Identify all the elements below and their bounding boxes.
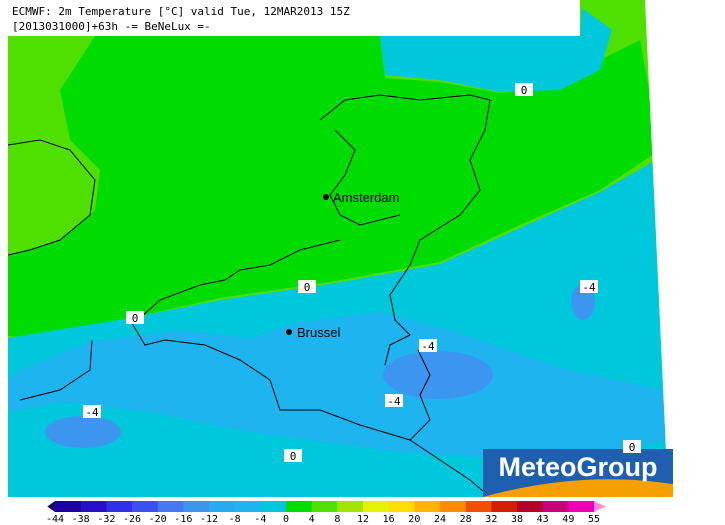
colorbar-tick-label: -26 xyxy=(123,514,141,525)
contour-label: 0 xyxy=(304,281,311,294)
contour-label-box xyxy=(515,83,533,96)
colorbar-tick-label: 28 xyxy=(460,514,472,525)
contour-label: 0 xyxy=(521,84,528,97)
colorbar-tick-label: -32 xyxy=(97,514,115,525)
contour-label-box xyxy=(580,280,598,293)
contour-label: 0 xyxy=(629,441,636,454)
colorbar-tick-label: 8 xyxy=(334,514,340,525)
contour-label: -4 xyxy=(85,406,99,419)
logo: MeteoGroup xyxy=(483,449,673,497)
contour-label: 0 xyxy=(132,312,139,325)
colorbar-segment xyxy=(311,501,338,512)
colorbar-segment xyxy=(234,501,261,512)
city-dot xyxy=(286,329,292,335)
city-label: Brussel xyxy=(297,325,340,340)
header-line: [2013031000]+63h -= BeNeLux =- xyxy=(12,20,211,33)
colorbar-segment xyxy=(363,501,390,512)
city-label: Amsterdam xyxy=(333,190,399,205)
colorbar-segment xyxy=(542,501,569,512)
colorbar-segment xyxy=(414,501,441,512)
contour-label-box xyxy=(83,405,101,418)
contour-label-box xyxy=(298,280,316,293)
colorbar-tick-label: 4 xyxy=(309,514,315,525)
colorbar-tick-label: 43 xyxy=(537,514,549,525)
colorbar-tick-label: 32 xyxy=(485,514,497,525)
colorbar-tick-label: 24 xyxy=(434,514,446,525)
contour-label-box xyxy=(385,394,403,407)
colorbar-tick-label: 55 xyxy=(588,514,600,525)
colorbar-segment xyxy=(132,501,159,512)
colorbar-tick-label: 16 xyxy=(383,514,395,525)
colorbar-segment xyxy=(183,501,210,512)
colorbar-segment xyxy=(157,501,184,512)
colorbar-segment xyxy=(491,501,518,512)
colorbar-segment xyxy=(209,501,236,512)
contour-label-box xyxy=(419,339,437,352)
colorbar-tick-label: -4 xyxy=(254,514,266,525)
colorbar-segment xyxy=(260,501,287,512)
colorbar-segment xyxy=(286,501,313,512)
header-box xyxy=(8,0,580,36)
colorbar-segment xyxy=(517,501,544,512)
contour-label-box xyxy=(623,440,641,453)
colorbar-arrow xyxy=(594,501,606,512)
colorbar-tick-label: 49 xyxy=(562,514,574,525)
colorbar-tick-label: -8 xyxy=(229,514,241,525)
logo-text: MeteoGroup xyxy=(499,452,658,482)
colorbar-tick-label: -16 xyxy=(174,514,192,525)
borders xyxy=(7,94,491,498)
colorbar-tick-label: -20 xyxy=(149,514,167,525)
contour-label: 0 xyxy=(290,450,297,463)
contour-label: -4 xyxy=(421,340,435,353)
contour-label: -4 xyxy=(387,395,401,408)
colorbar-tick-label: -12 xyxy=(200,514,218,525)
contour-label-box xyxy=(284,449,302,462)
colorbar-segment xyxy=(337,501,364,512)
colorbar-tick-label: 0 xyxy=(283,514,289,525)
colorbar-segment xyxy=(440,501,467,512)
colorbar-arrow xyxy=(47,501,55,512)
colorbar-tick-label: 38 xyxy=(511,514,523,525)
colorbar-segment xyxy=(465,501,492,512)
city-dot xyxy=(323,194,329,200)
colorbar-segment xyxy=(388,501,415,512)
contour-label: -4 xyxy=(582,281,596,294)
colorbar-segment xyxy=(568,501,595,512)
colorbar-tick-label: -44 xyxy=(46,514,64,525)
colorbar-tick-label: 20 xyxy=(408,514,420,525)
colorbar-segment xyxy=(55,501,82,512)
colorbar-segment xyxy=(80,501,107,512)
colorbar-tick-label: 12 xyxy=(357,514,369,525)
contour-label-box xyxy=(126,311,144,324)
header-line: ECMWF: 2m Temperature [°C] valid Tue, 12… xyxy=(12,5,350,18)
colorbar-tick-label: -38 xyxy=(72,514,90,525)
colorbar-segment xyxy=(106,501,133,512)
